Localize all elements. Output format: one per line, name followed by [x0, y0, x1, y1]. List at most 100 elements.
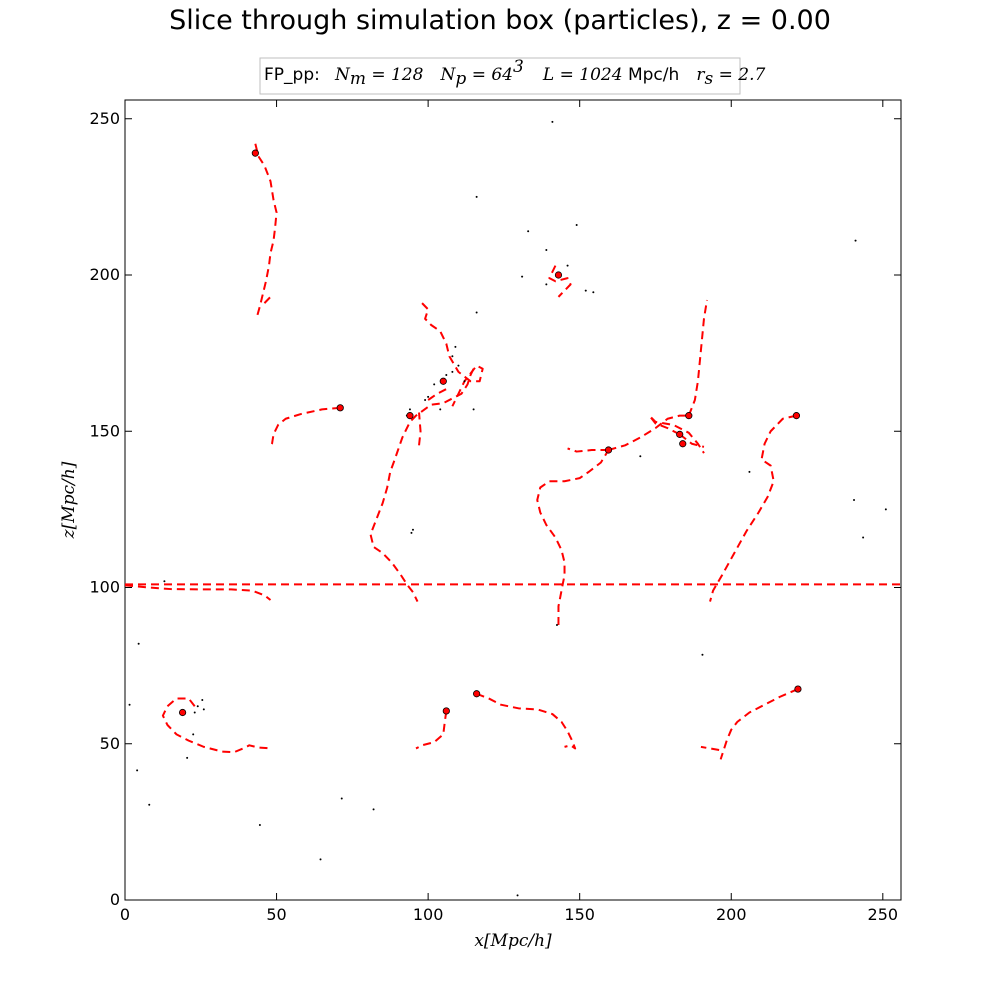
y-tick-label-100: 100 [89, 578, 120, 597]
trajectory-line-5 [369, 368, 475, 602]
trajectory-line-14 [648, 414, 705, 454]
particle-dot-0 [551, 120, 554, 123]
trajectory-line-11 [567, 447, 609, 453]
particle-dot-11 [475, 311, 478, 314]
l-value: = 1024 [554, 65, 628, 85]
particle-dot-3 [575, 224, 578, 226]
particle-dot-9 [592, 291, 595, 294]
particle-dot-18 [463, 380, 466, 383]
info-box: FP_pp: Nm = 128 Np = 643 L = 1024 Mpc/h … [259, 57, 765, 95]
particle-dot-39 [201, 699, 204, 701]
particle-dot-36 [128, 703, 131, 706]
info-box-text: FP_pp: Nm = 128 Np = 643 L = 1024 Mpc/h … [264, 57, 765, 89]
trajectory-line-18 [415, 710, 448, 750]
particle-dot-22 [472, 408, 475, 411]
particle-dot-30 [411, 528, 414, 531]
nm-value: = 128 [366, 65, 424, 85]
x-tick-label-100: 100 [413, 905, 444, 924]
particle-dot-44 [148, 803, 151, 806]
trajectory-line-2 [269, 406, 341, 448]
particle-dot-12 [454, 345, 457, 348]
y-tick-label-0: 0 [110, 890, 120, 909]
particle-dot-21 [439, 408, 442, 411]
nm-subscript: m [350, 69, 366, 89]
trajectory-line-10 [536, 449, 610, 625]
y-tick-label-150: 150 [89, 421, 120, 440]
np-exponent: 3 [513, 57, 524, 77]
np-value: = 64 [466, 65, 513, 85]
particle-dot-38 [196, 705, 199, 708]
y-axis-label: z[Mpc/h] [59, 461, 79, 539]
trajectory-line-7 [421, 302, 484, 407]
particle-marker-10 [178, 708, 187, 717]
x-tick-label-50: 50 [266, 905, 286, 924]
x-axis-label: x[Mpc/h] [474, 931, 552, 951]
particle-dot-45 [340, 797, 343, 800]
particle-dot-15 [451, 370, 454, 373]
trajectory-line-6 [418, 412, 422, 446]
particle-dot-40 [202, 708, 205, 711]
rs-subscript: s [704, 69, 713, 89]
particle-marker-11 [442, 707, 450, 715]
particle-dot-5 [545, 249, 548, 251]
particle-marker-6 [685, 412, 693, 420]
trajectory-line-16 [709, 414, 797, 602]
particle-dot-16 [445, 374, 448, 376]
run-label: FP_pp: [264, 65, 320, 85]
particle-marker-3 [439, 377, 447, 385]
particle-marker-9 [792, 412, 801, 420]
trajectory-line-19 [476, 692, 577, 750]
particle-dot-49 [516, 894, 519, 897]
nm-symbol: N [334, 65, 351, 85]
particle-marker-13 [794, 685, 802, 693]
particle-dot-28 [884, 508, 887, 511]
particle-dot-1 [475, 195, 478, 198]
l-symbol: L [542, 65, 554, 85]
x-tick-label-200: 200 [716, 905, 747, 924]
chart-title: Slice through simulation box (particles)… [169, 5, 831, 36]
particle-dot-48 [319, 858, 322, 861]
particle-dot-20 [424, 399, 427, 401]
particle-marker-8 [679, 440, 687, 448]
np-subscript: p [455, 69, 466, 89]
particle-marker-5 [604, 446, 613, 454]
particle-dot-23 [408, 408, 411, 411]
particle-dot-2 [527, 230, 530, 233]
trajectory-line-13 [687, 299, 708, 416]
trajectory-line-15 [679, 433, 705, 448]
particle-dot-47 [258, 824, 261, 826]
rs-value: = 2.7 [713, 65, 765, 85]
data-layer [125, 120, 901, 897]
trajectory-line-8 [427, 386, 450, 401]
particle-marker-12 [473, 690, 481, 698]
particle-marker-4 [554, 271, 563, 279]
particle-dot-41 [192, 733, 195, 736]
ticks-layer: 0 50 100 150 200 250 0 50 100 150 200 250 [89, 100, 901, 924]
particle-dot-31 [410, 531, 413, 534]
particle-dot-7 [566, 264, 569, 267]
l-unit: Mpc/h [628, 65, 679, 85]
trajectory-line-9 [548, 265, 572, 298]
particle-dot-4 [854, 239, 857, 242]
particle-dot-13 [451, 355, 454, 358]
particle-dot-34 [137, 642, 140, 645]
particle-marker-7 [676, 430, 684, 438]
particle-dot-8 [584, 289, 587, 292]
particle-marker-1 [336, 404, 344, 412]
y-tick-label-200: 200 [89, 265, 120, 284]
trajectory-line-17 [161, 697, 268, 754]
particle-dot-26 [748, 470, 751, 473]
particle-marker-0 [251, 149, 259, 157]
y-tick-label-50: 50 [100, 734, 120, 753]
x-tick-label-0: 0 [120, 905, 130, 924]
trajectory-line-0 [254, 143, 278, 318]
particle-dot-46 [372, 808, 375, 811]
particle-dot-10 [545, 283, 548, 286]
particle-dot-25 [639, 455, 642, 458]
particle-dot-27 [853, 499, 856, 501]
np-symbol: N [440, 65, 457, 85]
info-box-frame [259, 57, 741, 95]
trajectory-line-21 [700, 745, 720, 751]
x-tick-label-250: 250 [868, 905, 899, 924]
